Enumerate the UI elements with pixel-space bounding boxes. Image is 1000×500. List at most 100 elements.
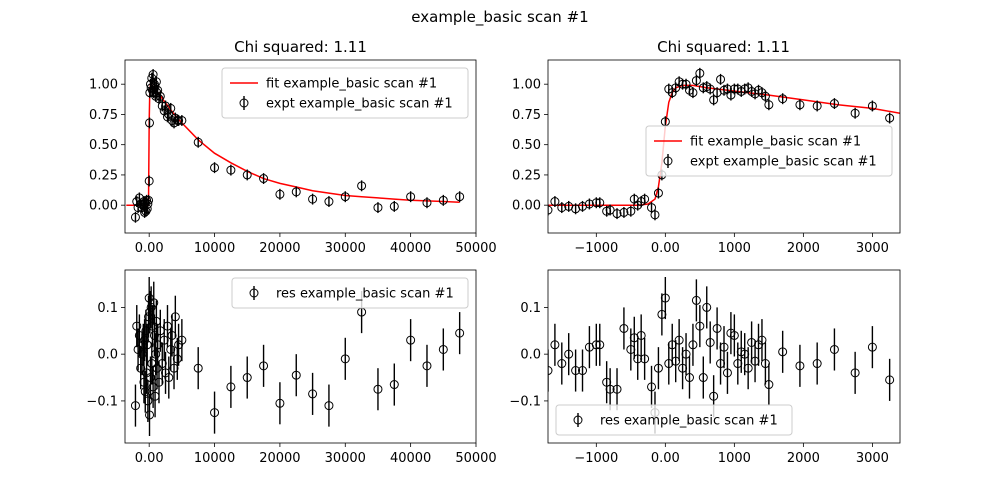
x-tick-label: 20000	[259, 241, 300, 256]
x-tick-label: 0.00	[651, 241, 680, 256]
data-marker	[867, 342, 877, 352]
expt-point	[584, 198, 594, 210]
res-point	[764, 363, 774, 406]
data-marker	[688, 340, 698, 350]
res-point	[169, 347, 179, 390]
expt-point	[850, 107, 860, 119]
expt-point	[653, 187, 663, 199]
x-tick-label: 50000	[455, 451, 496, 466]
data-marker	[691, 295, 701, 305]
data-marker	[340, 354, 350, 364]
panel-top-right: Chi squared: 1.11 −1000 0.00 1000 2000 3000 0…	[512, 38, 901, 256]
res-point	[136, 347, 146, 390]
expt-point	[695, 67, 705, 79]
expt-point	[626, 205, 636, 217]
data-marker	[226, 382, 236, 392]
expt-point	[557, 202, 567, 214]
res-point	[619, 307, 629, 350]
plot-area	[548, 277, 895, 434]
data-marker	[177, 115, 187, 125]
panel-bottom-left: 0.00 10000 20000 30000 40000 50000 −0.1 0.0 0.1 r…	[86, 269, 497, 466]
data-marker	[130, 401, 140, 411]
data-marker	[867, 101, 877, 111]
x-tick-label: 0.00	[651, 451, 680, 466]
res-point	[640, 337, 650, 380]
expt-point	[455, 191, 465, 203]
legend-label: res example_basic scan #1	[600, 414, 778, 429]
x-tick-label: 3000	[856, 241, 889, 256]
data-marker	[275, 398, 285, 408]
data-marker	[406, 335, 416, 345]
expt-point	[145, 117, 155, 129]
expt-point	[308, 193, 318, 205]
res-point	[850, 351, 860, 394]
data-marker	[605, 205, 615, 215]
data-marker	[619, 323, 629, 333]
data-marker	[151, 349, 161, 359]
expt-point	[406, 191, 416, 203]
data-marker	[166, 344, 176, 354]
res-point	[612, 368, 622, 411]
axes-frame	[124, 59, 477, 234]
legend-label: expt example_basic scan #1	[690, 155, 877, 170]
data-marker	[548, 205, 553, 215]
res-point	[712, 307, 722, 350]
data-marker	[455, 328, 465, 338]
data-marker	[729, 330, 739, 340]
expt-point	[778, 93, 788, 105]
data-marker	[571, 366, 581, 376]
expt-point	[688, 87, 698, 99]
data-marker	[760, 91, 770, 101]
x-tick-label: 1000	[718, 241, 751, 256]
data-marker	[167, 330, 177, 340]
data-marker	[291, 187, 301, 197]
data-marker	[778, 94, 788, 104]
expt-point	[829, 98, 839, 109]
legend-box	[231, 277, 469, 309]
data-marker	[164, 373, 174, 383]
expt-point	[242, 169, 252, 181]
res-point	[867, 326, 877, 369]
data-marker	[722, 368, 732, 378]
res-point	[636, 314, 646, 357]
data-marker	[143, 396, 153, 406]
data-marker	[633, 354, 643, 364]
data-marker	[626, 206, 636, 216]
data-marker	[169, 363, 179, 373]
x-tick-label: 2000	[787, 451, 820, 466]
res-point	[373, 368, 383, 411]
data-marker	[636, 330, 646, 340]
data-marker	[161, 101, 171, 111]
data-marker	[259, 361, 269, 371]
data-marker	[640, 194, 650, 204]
axes-frame	[547, 269, 901, 444]
res-point	[177, 319, 187, 362]
data-marker	[140, 335, 150, 345]
expt-point	[389, 200, 399, 212]
data-marker	[177, 335, 187, 345]
res-point	[722, 351, 732, 394]
data-marker	[210, 163, 220, 173]
data-marker	[709, 95, 719, 105]
expt-point	[619, 206, 629, 218]
data-marker	[145, 410, 155, 420]
data-marker	[564, 349, 574, 359]
data-marker	[193, 137, 203, 147]
data-marker	[695, 68, 705, 78]
res-point	[406, 319, 416, 362]
data-marker	[653, 188, 663, 198]
data-marker	[145, 118, 155, 128]
data-marker	[357, 181, 367, 191]
data-marker	[291, 370, 301, 380]
expt-point	[422, 197, 432, 209]
data-marker	[705, 84, 715, 94]
data-marker	[719, 342, 729, 352]
figure-title: example_basic scan #1	[411, 8, 588, 27]
data-marker	[650, 210, 660, 220]
expt-point	[612, 208, 622, 220]
legend-label: fit example_basic scan #1	[690, 135, 861, 150]
expt-point	[340, 191, 350, 203]
x-tick-label: 10000	[194, 241, 235, 256]
res-point	[132, 305, 142, 348]
y-tick-label: 0.0	[97, 348, 118, 363]
